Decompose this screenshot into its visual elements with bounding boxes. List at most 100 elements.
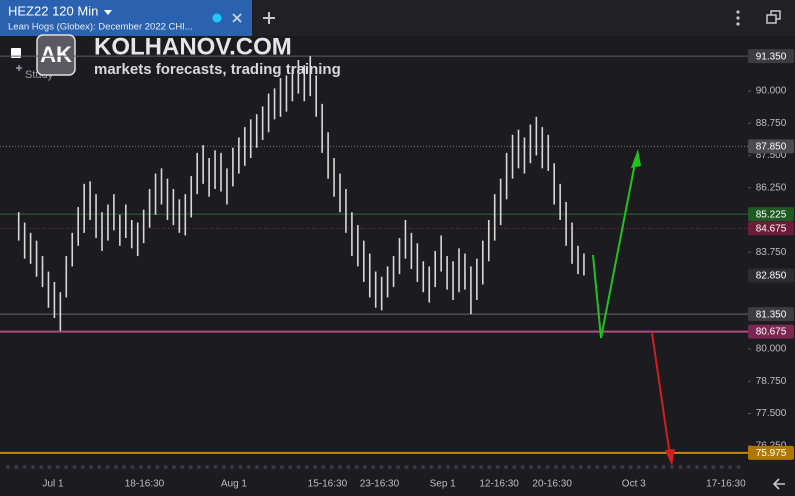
level-label: 91.350 [756, 51, 787, 62]
scroll-dot [47, 465, 52, 469]
scroll-dot [703, 465, 708, 469]
scroll-dot [429, 465, 434, 469]
scroll-dot [520, 465, 525, 469]
x-tick-label: 18-16:30 [125, 479, 165, 490]
scroll-dot [130, 465, 135, 469]
scroll-dot [412, 465, 417, 469]
scroll-dot [14, 465, 19, 469]
add-tab-icon[interactable] [263, 12, 275, 24]
scroll-dot [653, 465, 658, 469]
scroll-dot [545, 465, 550, 469]
level-label: 87.850 [756, 142, 787, 153]
down-arrow [651, 332, 671, 457]
scroll-back-icon[interactable] [772, 478, 785, 490]
level-label: 84.675 [756, 223, 787, 234]
logo: AK [40, 42, 72, 67]
scroll-dot [97, 465, 102, 469]
y-tick-label: 77.500 [756, 408, 787, 419]
level-label: 75.975 [756, 448, 787, 459]
y-tick-label: 80.000 [756, 344, 787, 355]
scroll-dot [354, 465, 359, 469]
level-box [748, 445, 794, 460]
checkbox[interactable] [11, 48, 21, 58]
scroll-dot [22, 465, 27, 469]
level-box [748, 307, 794, 322]
scroll-dot [55, 465, 60, 469]
y-tick-label: 88.750 [756, 118, 787, 129]
symbol: HEZ22 120 Min [8, 3, 98, 18]
x-axis [0, 474, 795, 496]
x-tick-label: Sep 1 [430, 479, 457, 490]
scroll-dot [487, 465, 492, 469]
symbol-tab[interactable] [0, 0, 252, 36]
scroll-dot [587, 465, 591, 469]
level-label: 81.350 [756, 309, 787, 320]
scroll-dot [396, 465, 401, 469]
scroll-dot [537, 465, 542, 469]
menu-icon[interactable] [736, 10, 740, 26]
scroll-dot [379, 465, 384, 469]
scroll-dot [263, 465, 268, 469]
dropdown-icon[interactable] [104, 10, 112, 15]
level-box [748, 139, 794, 154]
scroll-dot [628, 465, 633, 469]
scroll-dot [304, 465, 309, 469]
x-tick-label: Oct 3 [622, 479, 646, 490]
scroll-dot [661, 465, 666, 469]
scroll-dot [246, 465, 251, 469]
level-label: 85.225 [756, 209, 787, 220]
scroll-dot [147, 465, 152, 469]
x-tick-label: Aug 1 [221, 479, 248, 490]
level-box [748, 221, 794, 236]
scroll-dot [72, 465, 77, 469]
scroll-dot [64, 465, 69, 469]
scroll-dot [39, 465, 44, 469]
scroll-dot [163, 465, 168, 469]
scroll-dot [404, 465, 409, 469]
scroll-dot [188, 465, 193, 469]
scroll-dot [678, 465, 683, 469]
scroll-dot [711, 465, 716, 469]
scroll-dot [437, 465, 442, 469]
study-plus[interactable] [16, 65, 22, 71]
forecast-arrows [592, 149, 675, 466]
scroll-dot [105, 465, 110, 469]
scroll-dot [528, 465, 533, 469]
scroll-dot [329, 465, 334, 469]
scroll-dot [172, 465, 176, 469]
scroll-dot [6, 465, 10, 469]
plot-area: 90.000 88.750 87.500 86.250 83.750 80.000 78.7… [0, 49, 794, 477]
x-tick-label: 15-16:30 [308, 479, 348, 490]
scroll-dot [230, 465, 235, 469]
scroll-dot [512, 465, 517, 469]
x-tick-label: 23-16:30 [360, 479, 400, 490]
y-tick-label: 86.250 [756, 182, 787, 193]
scroll-dot [670, 465, 674, 469]
logo-box [36, 34, 76, 76]
scroll-dot [288, 465, 293, 469]
up-arrowhead [631, 149, 641, 168]
scroll-dot [719, 465, 724, 469]
scroll-dot [238, 465, 243, 469]
scroll-dot [271, 465, 276, 469]
scroll-dot [479, 465, 484, 469]
scroll-dot [138, 465, 143, 469]
x-tick-label: Jul 1 [42, 479, 64, 490]
level-box [748, 207, 794, 222]
scroll-dot [645, 465, 650, 469]
close-icon[interactable] [232, 13, 242, 23]
scroll-dots [6, 465, 741, 469]
watermark-subtitle: markets forecasts, trading training [94, 61, 341, 78]
window-icon[interactable] [766, 10, 781, 24]
up-arrow [592, 157, 637, 339]
scroll-dot [387, 465, 392, 469]
level-box [748, 49, 794, 64]
scroll-dot [213, 465, 218, 469]
description: Lean Hogs (Globex): December 2022 CHI... [8, 22, 193, 33]
x-tick-label: 12-16:30 [479, 479, 519, 490]
scroll-dot [694, 465, 699, 469]
scroll-dot [686, 465, 691, 469]
scroll-dot [30, 465, 35, 469]
